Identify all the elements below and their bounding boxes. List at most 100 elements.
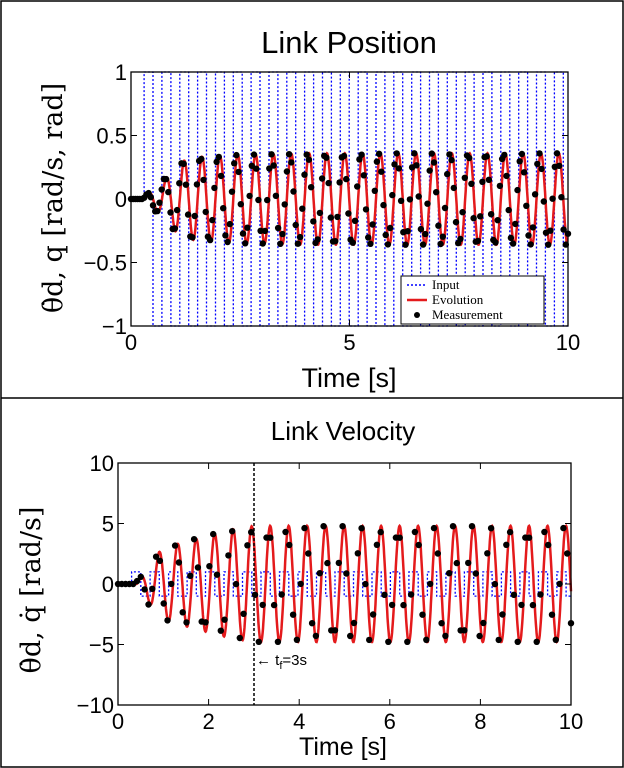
measurement-point: [290, 188, 297, 195]
measurement-point: [549, 195, 556, 202]
measurement-point: [296, 233, 304, 241]
measurement-point: [417, 225, 425, 233]
measurement-point: [501, 151, 508, 159]
measurement-point: [274, 638, 282, 645]
measurement-point: [332, 238, 339, 245]
measurement-point: [354, 550, 361, 557]
measurement-point: [190, 536, 198, 543]
measurement-point: [320, 523, 327, 530]
measurement-point: [350, 619, 358, 627]
measurement-point: [283, 168, 291, 175]
p1-legend: Input Evolution Measurement: [400, 275, 545, 325]
measurement-point: [225, 552, 232, 559]
measurement-point: [362, 206, 370, 213]
p2-title: Link Velocity: [271, 416, 416, 446]
measurement-point: [437, 240, 444, 248]
measurement-point: [506, 528, 514, 536]
measurement-point: [536, 150, 543, 157]
legend-measurement-marker: [414, 312, 420, 318]
measurement-point: [255, 196, 262, 204]
measurement-point: [512, 220, 519, 228]
measurement-point: [411, 150, 418, 157]
measurement-point: [367, 240, 374, 247]
p1-ticks: 0 5 10 1 0.5 0 −0.5 −1: [84, 60, 581, 355]
measurement-point: [343, 175, 350, 183]
measurement-point: [495, 636, 502, 644]
measurement-point: [487, 525, 495, 532]
measurement-point: [354, 183, 361, 190]
measurement-point: [248, 529, 255, 536]
measurement-point: [388, 601, 396, 609]
measurement-point: [347, 632, 354, 640]
measurement-point: [479, 178, 486, 185]
measurement-point: [200, 176, 207, 184]
measurement-point: [366, 636, 373, 644]
tf-annotation-suffix: =3s: [282, 652, 307, 669]
y-tick-label: 10: [90, 451, 114, 476]
measurement-point: [268, 151, 275, 158]
measurement-point: [339, 523, 346, 530]
measurement-point: [176, 180, 183, 187]
y-tick-label: 5: [102, 512, 114, 537]
measurement-point: [246, 192, 253, 200]
measurement-point: [461, 174, 468, 181]
p1-x-axis-label: Time [s]: [301, 363, 396, 393]
legend-evolution-label: Evolution: [432, 292, 484, 307]
measurement-point: [461, 627, 468, 634]
measurement-point: [187, 572, 194, 579]
link-velocity-panel: Link Velocity θ̇d, q̇ [rad/s] Time [s] 0…: [16, 416, 583, 761]
measurement-point: [540, 198, 547, 205]
tf-annotation-sub: f: [279, 660, 283, 672]
measurement-point: [411, 528, 419, 536]
measurement-point: [156, 557, 164, 564]
measurement-point: [224, 238, 231, 246]
measurement-point: [365, 234, 372, 241]
measurement-point: [312, 632, 320, 640]
measurement-point: [307, 184, 315, 191]
y-tick-label: 1: [115, 60, 127, 85]
y-tick-label: −0.5: [84, 251, 127, 276]
measurement-point: [426, 167, 433, 174]
measurement-point: [165, 188, 172, 196]
measurement-point: [391, 161, 398, 168]
measurement-point: [419, 241, 427, 248]
measurement-point: [206, 236, 214, 244]
y-tick-label: 0.5: [96, 124, 127, 149]
measurement-point: [236, 634, 243, 642]
measurement-point: [171, 542, 179, 549]
measurement-point: [281, 201, 288, 208]
measurement-point: [221, 616, 228, 623]
measurement-point: [415, 193, 422, 200]
measurement-point: [343, 570, 350, 577]
measurement-point: [560, 226, 567, 233]
measurement-point: [239, 230, 247, 237]
measurement-point: [179, 609, 186, 616]
measurement-point: [286, 541, 293, 549]
measurement-point: [430, 524, 438, 532]
measurement-point: [209, 216, 216, 224]
measurement-point: [520, 169, 528, 176]
measurement-point: [244, 542, 251, 549]
measurement-point: [434, 550, 441, 557]
measurement-point: [331, 627, 339, 634]
measurement-point: [325, 179, 332, 187]
measurement-point: [377, 528, 384, 536]
measurement-point: [340, 152, 348, 160]
measurement-point: [229, 528, 236, 535]
measurement-point: [324, 559, 331, 567]
measurement-point: [382, 231, 389, 239]
measurement-point: [211, 184, 218, 192]
x-tick-label: 10: [559, 709, 583, 734]
measurement-point: [534, 160, 541, 168]
measurement-point: [217, 627, 224, 634]
measurement-point: [400, 601, 407, 609]
input-series-line: [118, 571, 571, 597]
measurement-point: [184, 211, 192, 218]
measurement-point: [358, 151, 365, 158]
measurement-point: [231, 160, 238, 167]
measurement-point: [145, 601, 152, 608]
measurement-point: [213, 571, 221, 578]
measurement-point: [384, 241, 392, 248]
measurement-point: [465, 559, 472, 567]
measurement-point: [217, 172, 225, 180]
